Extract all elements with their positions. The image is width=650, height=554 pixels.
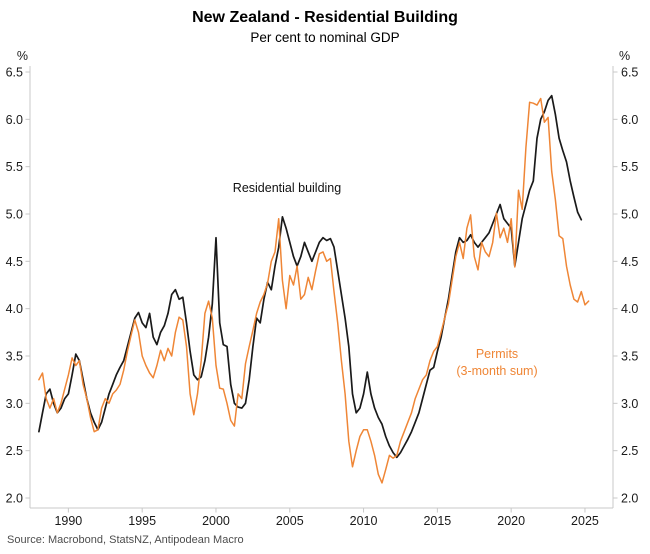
- y-axis-tick-label-right: 2.0: [621, 492, 638, 506]
- y-axis-tick-label-right: 5.0: [621, 208, 638, 222]
- x-axis-tick-label: 1995: [128, 514, 156, 528]
- y-axis-tick-label-left: 6.5: [6, 66, 23, 80]
- y-axis-tick-label-left: 6.0: [6, 113, 23, 127]
- x-axis-tick-label: 2025: [571, 514, 599, 528]
- x-axis-tick-label: 2020: [497, 514, 525, 528]
- y-axis-tick-label-right: 6.5: [621, 66, 638, 80]
- x-axis-tick-label: 1990: [54, 514, 82, 528]
- y-axis-tick-label-right: 6.0: [621, 113, 638, 127]
- permits-series-label: Permits (3-month sum): [407, 346, 587, 380]
- y-axis-tick-label-right: 4.0: [621, 302, 638, 316]
- y-axis-tick-label-left: 2.0: [6, 492, 23, 506]
- source-note: Source: Macrobond, StatsNZ, Antipodean M…: [7, 534, 244, 546]
- y-axis-tick-label-left: 4.5: [6, 255, 23, 269]
- y-axis-tick-label-right: 4.5: [621, 255, 638, 269]
- x-axis-tick-label: 2000: [202, 514, 230, 528]
- y-axis-tick-label-left: 5.0: [6, 208, 23, 222]
- y-axis-tick-label-right: 5.5: [621, 160, 638, 174]
- y-axis-tick-label-left: 4.0: [6, 302, 23, 316]
- building-series-label: Residential building: [232, 181, 342, 195]
- y-axis-tick-label-left: 3.5: [6, 350, 23, 364]
- y-axis-unit-right: %: [619, 49, 631, 63]
- chart-title: New Zealand - Residential Building: [192, 9, 458, 26]
- y-axis-tick-label-left: 3.0: [6, 397, 23, 411]
- y-axis-tick-label-left: 2.5: [6, 444, 23, 458]
- y-axis-tick-label-right: 2.5: [621, 444, 638, 458]
- x-axis-tick-label: 2005: [276, 514, 304, 528]
- y-axis-unit-left: %: [16, 49, 28, 63]
- permits-line: [38, 97, 590, 484]
- y-axis-tick-label-left: 5.5: [6, 160, 23, 174]
- y-axis-tick-label-right: 3.0: [621, 397, 638, 411]
- permits-series-label-line2: (3-month sum): [456, 364, 538, 378]
- x-axis-tick-label: 2015: [423, 514, 451, 528]
- x-axis-tick-label: 2010: [350, 514, 378, 528]
- building-line: [38, 94, 583, 459]
- chart-subtitle: Per cent to nominal GDP: [250, 30, 400, 45]
- permits-series-label-line1: Permits: [475, 347, 519, 361]
- y-axis-tick-label-right: 3.5: [621, 350, 638, 364]
